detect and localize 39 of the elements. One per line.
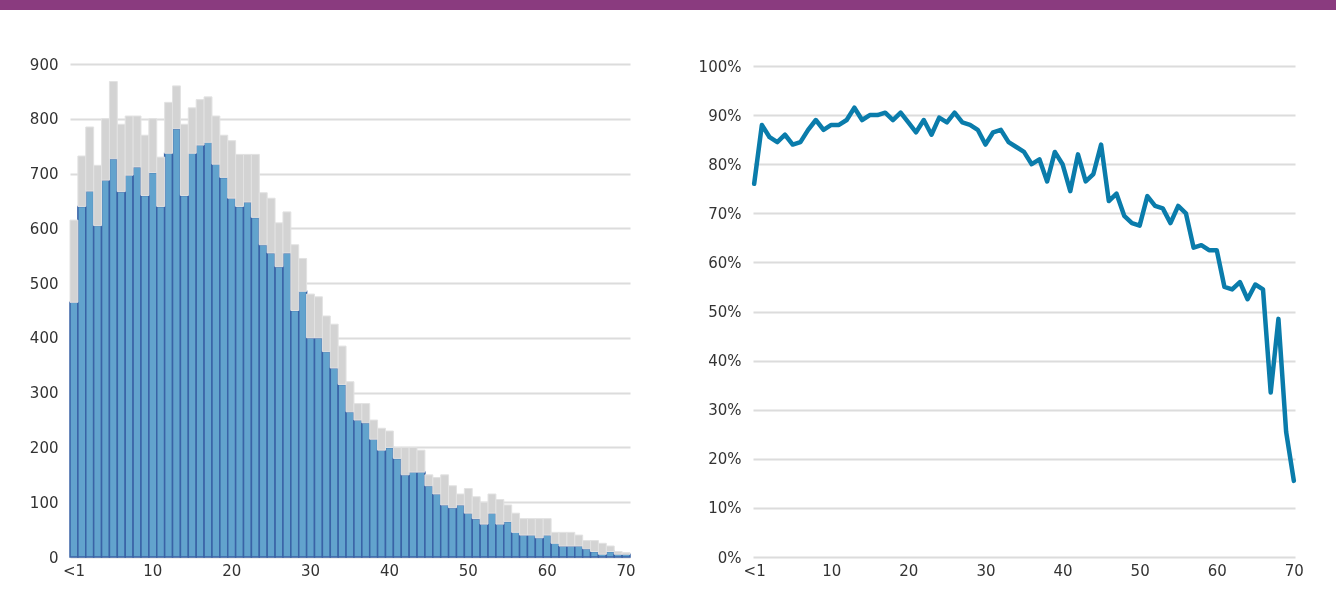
x-tick-label: <1 <box>743 561 766 580</box>
y-tick-label: 30% <box>708 401 742 420</box>
y-tick-label: 600 <box>29 219 59 238</box>
y-tick-label: 700 <box>29 165 59 184</box>
x-tick-label: 40 <box>379 561 399 580</box>
x-tick-label: 10 <box>822 561 842 580</box>
x-tick-label: <1 <box>62 561 86 580</box>
y-tick-label: 200 <box>29 438 59 457</box>
y-tick-label: 60% <box>708 253 742 272</box>
y-tick-label: 400 <box>29 329 59 348</box>
x-tick-label: 50 <box>458 561 478 580</box>
y-tick-label: 40% <box>708 352 742 371</box>
x-tick-label: 30 <box>976 561 996 580</box>
bar <box>69 219 79 303</box>
y-tick-label: 20% <box>708 450 742 469</box>
y-tick-label: 50% <box>708 303 742 321</box>
y-tick-label: 900 <box>29 55 59 74</box>
x-tick-label: 70 <box>1284 561 1304 580</box>
x-tick-label: 70 <box>616 561 636 580</box>
y-tick-label: 90% <box>708 106 742 125</box>
y-tick-label: 100% <box>698 57 742 76</box>
x-tick-label: 10 <box>143 561 163 580</box>
y-tick-label: 100 <box>29 493 59 512</box>
y-tick-label: 10% <box>708 499 742 518</box>
y-tick-label: 70% <box>708 204 742 223</box>
y-tick-label: 80% <box>708 155 742 174</box>
y-tick-label: 500 <box>29 274 59 293</box>
x-tick-label: 50 <box>1130 561 1150 580</box>
y-tick-label: 800 <box>29 110 59 129</box>
y-tick-label: 300 <box>29 384 59 403</box>
y-tick-label: 0% <box>717 548 742 567</box>
x-tick-label: 40 <box>1053 561 1073 580</box>
x-tick-label: 20 <box>222 561 242 580</box>
x-tick-label: 20 <box>899 561 919 580</box>
x-tick-label: 30 <box>301 561 321 580</box>
y-tick-label: 0 <box>48 548 59 567</box>
x-tick-label: 60 <box>537 561 557 580</box>
line-series <box>751 105 1297 484</box>
x-tick-label: 60 <box>1207 561 1227 580</box>
